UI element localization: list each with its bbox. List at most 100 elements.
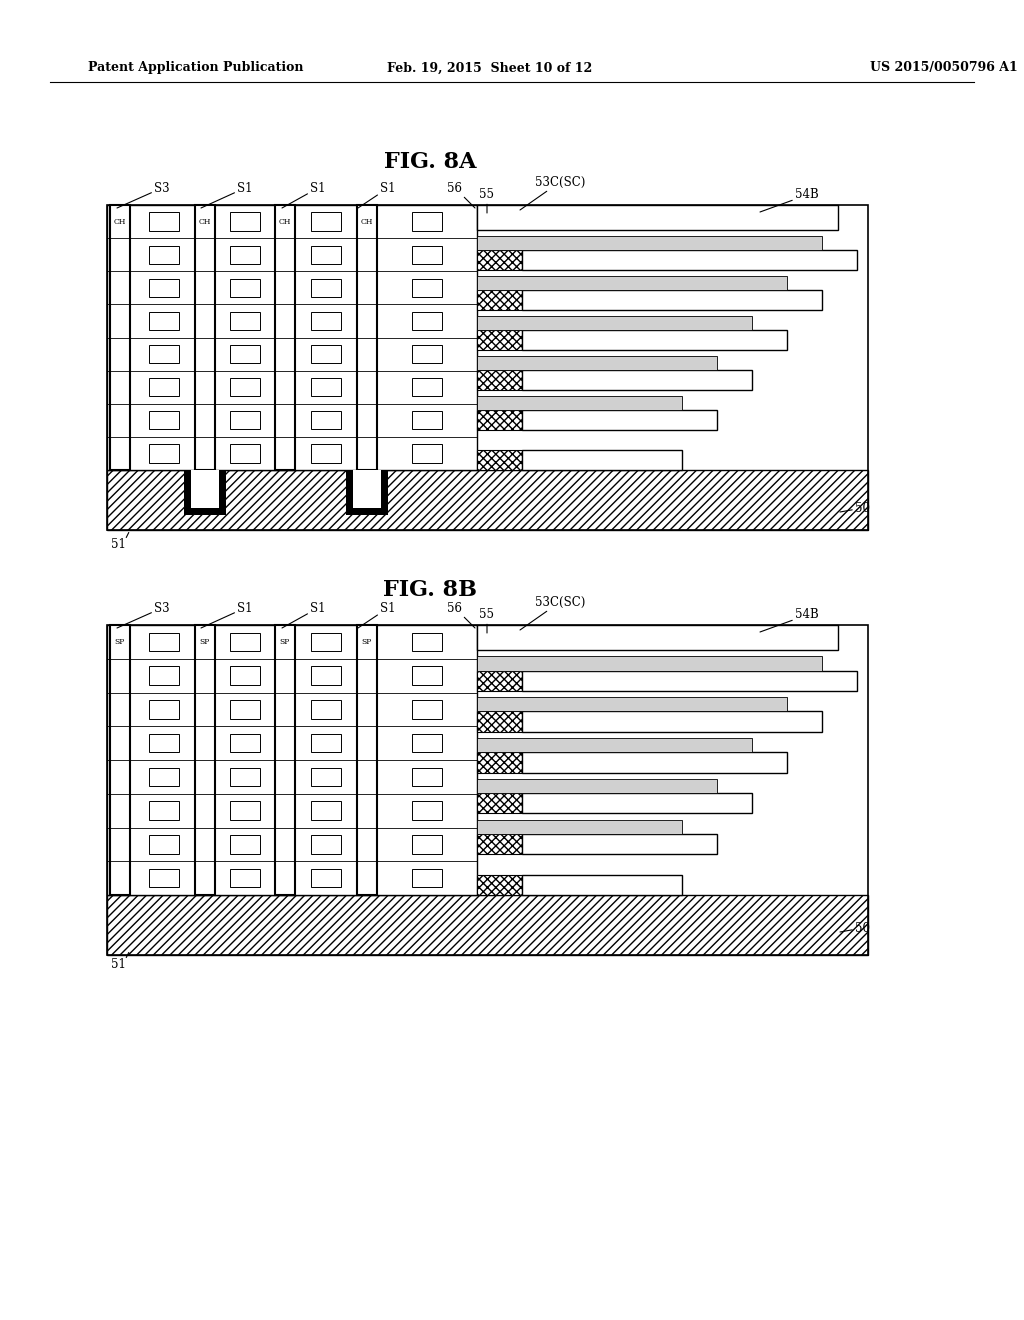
Bar xyxy=(311,312,341,330)
Bar xyxy=(311,213,341,231)
Bar xyxy=(477,396,682,411)
Bar xyxy=(477,656,822,671)
Bar xyxy=(412,312,442,330)
Text: 53C(SC): 53C(SC) xyxy=(520,176,585,210)
Bar xyxy=(477,834,522,854)
Text: SP: SP xyxy=(200,638,210,645)
Bar xyxy=(195,624,215,895)
Bar xyxy=(522,290,822,310)
Bar xyxy=(477,450,522,470)
Bar xyxy=(195,205,215,470)
Bar xyxy=(311,345,341,363)
Text: FIG. 8B: FIG. 8B xyxy=(383,579,477,601)
Text: CH: CH xyxy=(199,218,211,226)
Text: CH: CH xyxy=(114,218,126,226)
Bar xyxy=(346,470,353,515)
Bar xyxy=(412,768,442,787)
Bar xyxy=(311,836,341,854)
Bar xyxy=(357,205,377,470)
Bar xyxy=(412,801,442,820)
Bar xyxy=(477,276,787,290)
Bar xyxy=(230,734,260,752)
Bar xyxy=(311,801,341,820)
Text: CH: CH xyxy=(360,218,373,226)
Bar xyxy=(412,378,442,396)
Bar xyxy=(311,279,341,297)
Bar xyxy=(477,370,522,389)
Bar xyxy=(412,869,442,887)
Bar xyxy=(412,667,442,685)
Text: S3: S3 xyxy=(117,181,170,209)
Bar xyxy=(311,246,341,264)
Bar xyxy=(477,875,522,895)
Bar xyxy=(230,445,260,462)
Text: 55: 55 xyxy=(479,609,495,634)
Bar xyxy=(477,205,838,230)
Text: CH: CH xyxy=(279,218,291,226)
Bar xyxy=(230,700,260,718)
Bar xyxy=(230,801,260,820)
Bar xyxy=(230,213,260,231)
Bar xyxy=(150,768,179,787)
Bar xyxy=(477,671,522,692)
Bar xyxy=(150,412,179,429)
Text: 51: 51 xyxy=(111,539,125,552)
Bar xyxy=(191,470,219,508)
Bar xyxy=(150,213,179,231)
Bar xyxy=(477,738,752,752)
Bar xyxy=(357,205,377,470)
Bar xyxy=(346,508,388,515)
Bar xyxy=(353,470,381,508)
Text: 56: 56 xyxy=(447,602,475,628)
Bar xyxy=(477,290,522,310)
Text: 54B: 54B xyxy=(760,189,819,213)
Bar xyxy=(412,836,442,854)
Bar xyxy=(106,205,477,470)
Bar xyxy=(477,793,522,813)
Bar xyxy=(477,370,522,389)
Text: SP: SP xyxy=(280,638,290,645)
Bar xyxy=(150,378,179,396)
Bar xyxy=(230,667,260,685)
Bar xyxy=(477,697,787,711)
Bar xyxy=(106,895,868,954)
Bar xyxy=(230,869,260,887)
Bar xyxy=(230,378,260,396)
Bar xyxy=(522,875,682,895)
Bar xyxy=(412,246,442,264)
Bar xyxy=(150,836,179,854)
Text: 53C(SC): 53C(SC) xyxy=(520,595,585,630)
Bar xyxy=(110,205,130,470)
Bar xyxy=(412,445,442,462)
Bar xyxy=(522,370,752,389)
Bar xyxy=(106,624,868,954)
Bar xyxy=(477,711,522,731)
Bar xyxy=(150,700,179,718)
Bar xyxy=(412,279,442,297)
Bar xyxy=(106,470,868,531)
Bar xyxy=(522,793,752,813)
Bar xyxy=(150,801,179,820)
Text: S3: S3 xyxy=(117,602,170,628)
Bar xyxy=(477,330,522,350)
Bar xyxy=(150,667,179,685)
Bar xyxy=(195,205,215,470)
Bar xyxy=(477,315,752,330)
Bar xyxy=(522,249,857,269)
Text: 54B: 54B xyxy=(760,609,819,632)
Bar xyxy=(311,734,341,752)
Bar xyxy=(150,279,179,297)
Text: 56: 56 xyxy=(447,181,475,209)
Bar xyxy=(150,632,179,651)
Bar xyxy=(477,249,522,269)
Bar xyxy=(106,205,868,531)
Bar xyxy=(106,470,868,531)
Bar xyxy=(477,779,717,793)
Bar xyxy=(311,632,341,651)
Bar xyxy=(477,330,522,350)
Bar xyxy=(311,869,341,887)
Bar xyxy=(522,752,787,772)
Bar xyxy=(150,312,179,330)
Bar xyxy=(522,411,717,430)
Bar xyxy=(311,700,341,718)
